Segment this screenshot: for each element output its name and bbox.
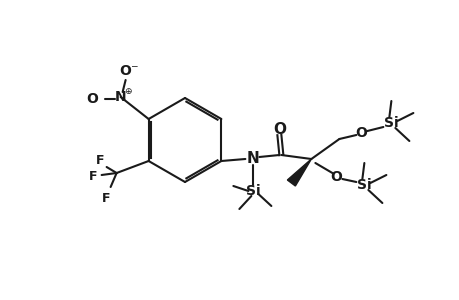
Text: O: O xyxy=(330,170,341,184)
Text: Si: Si xyxy=(356,178,371,192)
Text: O: O xyxy=(86,92,98,106)
Text: N: N xyxy=(246,151,259,166)
Text: F: F xyxy=(95,154,104,166)
Text: O: O xyxy=(272,122,285,136)
Text: O: O xyxy=(119,64,131,78)
Text: O: O xyxy=(355,126,367,140)
Text: F: F xyxy=(88,170,97,184)
Text: F: F xyxy=(101,193,110,206)
Polygon shape xyxy=(287,159,311,186)
Text: ⊕: ⊕ xyxy=(123,86,131,95)
Text: N: N xyxy=(115,90,126,104)
Text: Si: Si xyxy=(246,184,260,198)
Text: Si: Si xyxy=(383,116,398,130)
Text: −: − xyxy=(129,61,137,70)
